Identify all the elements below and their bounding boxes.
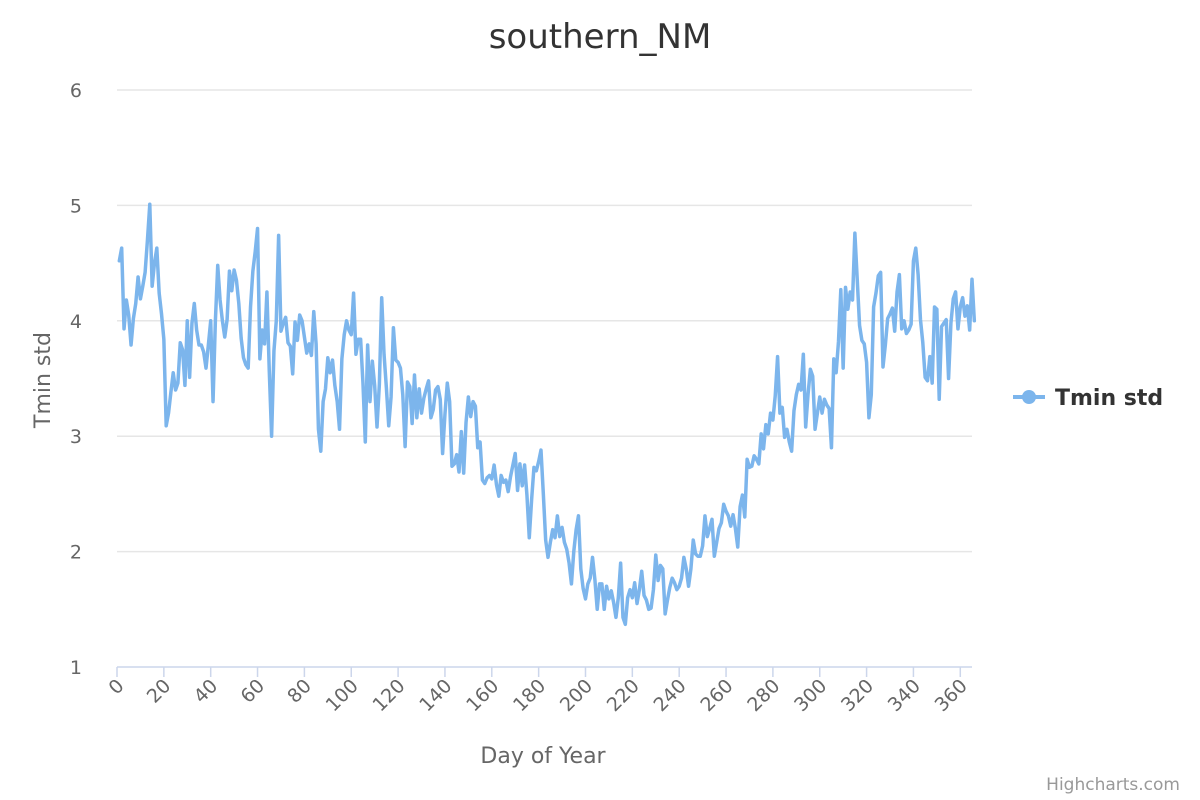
chart-title: southern_NM bbox=[489, 17, 712, 57]
x-tick-label: 80 bbox=[283, 675, 316, 708]
x-tick-label: 360 bbox=[931, 675, 972, 716]
x-tick-label: 160 bbox=[462, 675, 503, 716]
x-tick-label: 220 bbox=[603, 675, 644, 716]
x-tick-label: 280 bbox=[743, 675, 784, 716]
credits-link[interactable]: Highcharts.com bbox=[1046, 775, 1180, 795]
x-tick-label: 40 bbox=[190, 675, 223, 708]
x-tick-label: 300 bbox=[790, 675, 831, 716]
y-tick-label: 5 bbox=[70, 195, 82, 217]
x-tick-label: 0 bbox=[104, 675, 128, 699]
x-tick-label: 260 bbox=[696, 675, 737, 716]
series-group bbox=[117, 202, 977, 627]
y-tick-label: 3 bbox=[70, 426, 82, 448]
x-tick-label: 240 bbox=[650, 675, 691, 716]
x-tick-label: 100 bbox=[322, 675, 363, 716]
legend-marker-symbol bbox=[1022, 390, 1036, 404]
x-tick-label: 320 bbox=[837, 675, 878, 716]
x-axis-title: Day of Year bbox=[480, 744, 606, 769]
y-tick-label: 6 bbox=[70, 80, 82, 102]
y-tick-label: 4 bbox=[70, 311, 82, 333]
y-tick-label: 2 bbox=[70, 542, 82, 564]
x-tick-label: 60 bbox=[236, 675, 269, 708]
y-axis: 1 2 3 4 5 6 bbox=[70, 80, 82, 679]
x-axis: 0 20 40 60 80 100 120 140 160 180 200 220 240 260 280 3… bbox=[104, 667, 972, 716]
legend[interactable]: Tmin std bbox=[1013, 386, 1163, 411]
legend-item-label[interactable]: Tmin std bbox=[1055, 386, 1163, 411]
x-tick-label: 180 bbox=[509, 675, 550, 716]
x-tick-label: 140 bbox=[415, 675, 456, 716]
y-tick-label: 1 bbox=[70, 657, 82, 679]
x-tick-label: 200 bbox=[556, 675, 597, 716]
x-tick-label: 120 bbox=[368, 675, 409, 716]
x-tick-label: 20 bbox=[143, 675, 176, 708]
x-tick-label: 340 bbox=[884, 675, 925, 716]
series-line-tmin-std[interactable] bbox=[117, 202, 977, 627]
y-axis-title: Tmin std bbox=[31, 332, 56, 429]
